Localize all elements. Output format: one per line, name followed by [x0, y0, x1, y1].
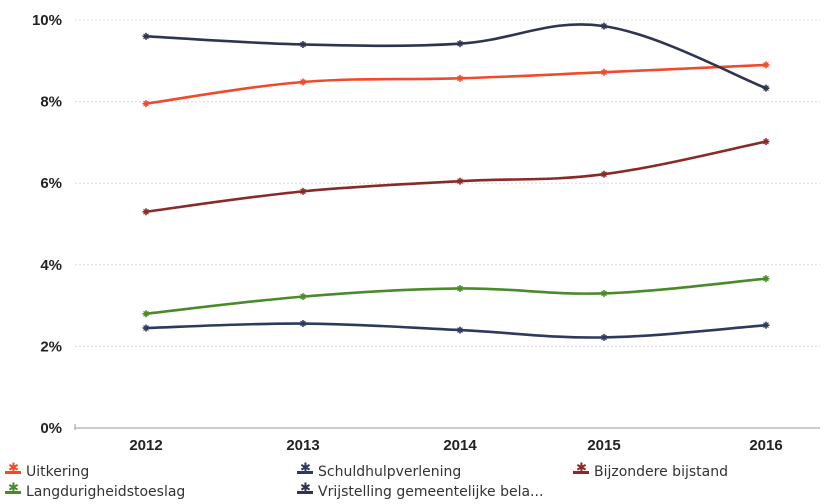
legend: ✱ Uitkering ✱ Schuldhulpverlening ✱ Bijz… — [0, 458, 824, 504]
y-tick-label: 8% — [40, 94, 62, 111]
data-point — [142, 208, 150, 216]
data-point-stroke — [300, 41, 306, 48]
line-chart: 0% 2% 4% 6% 8% 10% 2012 2013 2014 2015 2016 — [32, 12, 820, 454]
legend-marker: ✱ — [2, 461, 24, 479]
y-tick-label: 0% — [40, 420, 62, 437]
legend-item-uitkering[interactable]: ✱ Uitkering — [2, 462, 89, 482]
legend-line-icon — [5, 491, 21, 494]
star-marker-icon: ✱ — [8, 481, 19, 496]
data-point — [456, 74, 464, 82]
data-point — [299, 78, 307, 86]
x-axis-tick-labels: 2012 2013 2014 2015 2016 — [129, 437, 782, 454]
x-tick-label: 2014 — [443, 437, 477, 454]
legend-marker: ✱ — [570, 461, 592, 479]
data-point-stroke — [601, 290, 607, 297]
legend-label: Bijzondere bijstand — [594, 464, 728, 480]
data-point — [142, 32, 150, 40]
x-tick-label: 2015 — [587, 437, 620, 454]
data-point-stroke — [300, 320, 306, 327]
legend-label: Langdurigheidstoeslag — [26, 484, 186, 500]
data-point-stroke — [763, 62, 769, 68]
data-point-stroke — [143, 33, 149, 40]
y-tick-label: 10% — [32, 12, 62, 29]
data-point — [142, 100, 150, 108]
data-point-stroke — [601, 334, 607, 341]
data-point — [600, 22, 608, 30]
data-point-stroke — [457, 285, 463, 292]
data-point — [456, 40, 464, 48]
legend-line-icon — [297, 491, 313, 494]
legend-item-langdurigheidstoeslag[interactable]: ✱ Langdurigheidstoeslag — [2, 482, 185, 502]
star-marker-icon: ✱ — [576, 461, 587, 476]
data-point — [456, 284, 464, 292]
data-point — [142, 324, 150, 332]
data-point — [299, 40, 307, 48]
series-line — [144, 140, 768, 214]
legend-item-bijzondere-bijstand[interactable]: ✱ Bijzondere bijstand — [570, 462, 728, 482]
data-point — [600, 68, 608, 76]
series-line — [144, 277, 768, 316]
data-point-stroke — [763, 322, 769, 329]
data-point — [762, 61, 770, 69]
series-points — [142, 22, 770, 341]
data-point — [762, 84, 770, 92]
series-line — [144, 63, 768, 105]
data-point-stroke — [300, 293, 306, 300]
series-line — [144, 322, 768, 339]
data-point — [600, 333, 608, 341]
star-marker-icon: ✱ — [300, 461, 311, 476]
star-marker-icon: ✱ — [8, 461, 19, 476]
data-point-stroke — [763, 275, 769, 282]
data-point-stroke — [143, 208, 149, 215]
legend-marker: ✱ — [294, 481, 316, 499]
data-point-stroke — [143, 325, 149, 331]
data-point — [456, 326, 464, 334]
data-point — [762, 321, 770, 329]
legend-line-icon — [573, 471, 589, 474]
data-point-stroke — [601, 69, 607, 76]
data-point-stroke — [457, 75, 463, 82]
legend-label: Uitkering — [26, 464, 90, 480]
data-point — [600, 170, 608, 178]
data-point — [762, 138, 770, 146]
data-point-stroke — [143, 310, 149, 317]
data-point — [299, 187, 307, 195]
data-point-stroke — [763, 138, 769, 145]
data-point-stroke — [601, 23, 607, 29]
data-point-stroke — [457, 327, 463, 333]
axes — [74, 424, 820, 430]
y-tick-label: 4% — [40, 257, 62, 274]
legend-line-icon — [5, 471, 21, 474]
legend-line-icon — [297, 471, 313, 474]
data-point-stroke — [457, 40, 463, 47]
legend-label: Schuldhulpverlening — [318, 464, 462, 480]
legend-label: Vrijstelling gemeentelijke bela... — [318, 484, 544, 500]
data-point — [456, 177, 464, 185]
data-point — [299, 293, 307, 301]
data-point — [762, 275, 770, 283]
data-point-stroke — [763, 85, 769, 92]
grid-lines — [75, 19, 820, 347]
data-point — [299, 320, 307, 328]
x-tick-label: 2013 — [286, 437, 319, 454]
x-tick-label: 2016 — [749, 437, 782, 454]
data-point-stroke — [300, 79, 306, 85]
data-point-stroke — [300, 188, 306, 195]
y-tick-label: 2% — [40, 338, 62, 355]
legend-marker: ✱ — [294, 461, 316, 479]
y-tick-label: 6% — [40, 175, 62, 192]
star-marker-icon: ✱ — [300, 481, 311, 496]
series-lines — [144, 23, 768, 339]
legend-marker: ✱ — [2, 481, 24, 499]
y-axis-tick-labels: 0% 2% 4% 6% 8% 10% — [32, 12, 62, 437]
legend-item-vrijstelling[interactable]: ✱ Vrijstelling gemeentelijke bela... — [294, 482, 543, 502]
data-point-stroke — [143, 100, 149, 107]
legend-item-schuldhulpverlening[interactable]: ✱ Schuldhulpverlening — [294, 462, 461, 482]
data-point-stroke — [601, 171, 607, 178]
data-point — [142, 310, 150, 318]
data-point-stroke — [457, 178, 463, 185]
data-point — [600, 289, 608, 297]
x-tick-label: 2012 — [129, 437, 162, 454]
